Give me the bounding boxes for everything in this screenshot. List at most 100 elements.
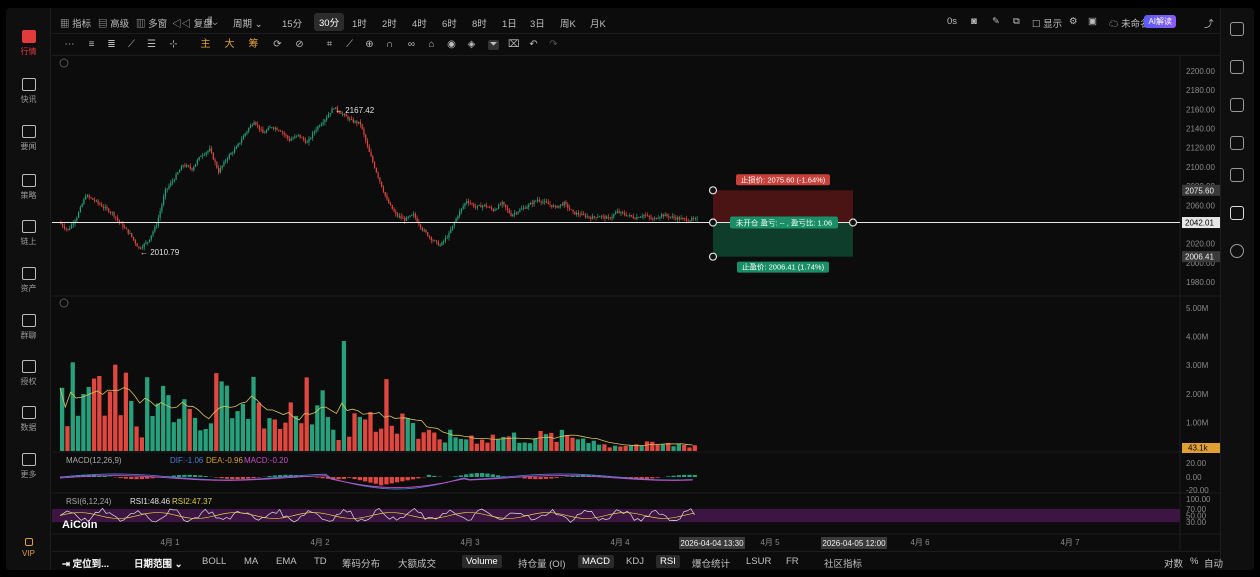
indicator-button[interactable]: ▦ 指标 xyxy=(60,19,92,30)
interval-0[interactable]: 15分 xyxy=(282,19,303,30)
eye-icon[interactable]: ◉ xyxy=(447,39,456,50)
layout-icon[interactable]: ▣ xyxy=(1088,16,1097,27)
bottom-right-1[interactable]: % xyxy=(1190,556,1199,567)
candle-style-icon[interactable]: ⫼⌄ xyxy=(208,16,218,27)
ai-button[interactable]: AI解读 xyxy=(1144,15,1176,28)
bottom-tab-9[interactable]: KDJ xyxy=(626,556,644,567)
nav-item-6[interactable]: 群聊 xyxy=(6,314,51,341)
rsi-band xyxy=(52,508,1180,523)
nav-item-8[interactable]: 数据 xyxy=(6,406,51,433)
interval-7[interactable]: 1日 xyxy=(502,19,517,30)
bottom-tab-1[interactable]: MA xyxy=(244,556,259,567)
interval-5[interactable]: 6时 xyxy=(442,19,457,30)
interval-4[interactable]: 4时 xyxy=(412,19,427,30)
nav-label: 数据 xyxy=(20,423,37,432)
macd-bar xyxy=(650,477,655,479)
bottom-tab-4[interactable]: 筹码分布 xyxy=(342,559,381,570)
nav-item-1[interactable]: 快讯 xyxy=(6,78,51,105)
replay-button[interactable]: ◁◁ 复盘 xyxy=(172,19,213,30)
nav-item-7[interactable]: 授权 xyxy=(6,360,51,387)
lock-icon[interactable]: ⌂ xyxy=(428,39,435,50)
bottom-tab-3[interactable]: TD xyxy=(314,556,327,567)
big-trade-toggle[interactable]: 大 xyxy=(224,39,235,50)
interval-6[interactable]: 8时 xyxy=(472,19,487,30)
layout-name-label: 未命名 xyxy=(1121,19,1150,30)
bottom-tab-14[interactable]: 社区指标 xyxy=(824,559,863,570)
settings-gear-icon[interactable]: ⚙ xyxy=(1069,16,1078,27)
undo-icon[interactable]: ↶ xyxy=(529,39,538,50)
locate-button[interactable]: ⇥ 定位到... xyxy=(62,559,110,570)
candle-body xyxy=(155,225,158,227)
target-icon[interactable] xyxy=(1230,244,1244,258)
bottom-tab-2[interactable]: EMA xyxy=(276,556,297,567)
candle-body xyxy=(365,134,367,141)
nav-item-9[interactable]: 更多 xyxy=(6,453,51,480)
monitor-icon xyxy=(21,406,36,419)
layers-icon[interactable]: ◈ xyxy=(467,39,476,50)
calendar-icon[interactable] xyxy=(1230,168,1244,182)
zoom-in-icon[interactable]: ⊕ xyxy=(365,39,374,50)
nav-item-5[interactable]: 资产 xyxy=(6,267,51,294)
trash-icon[interactable]: ⌧ xyxy=(508,39,520,50)
nav-item-10[interactable]: VIP xyxy=(6,538,51,558)
candle-body xyxy=(684,218,686,220)
nav-item-0[interactable]: 行情 xyxy=(6,30,51,57)
list-icon[interactable] xyxy=(1230,60,1244,74)
horizontal-line-tool-icon[interactable]: ⋯ xyxy=(64,39,75,50)
nav-item-2[interactable]: 要闻 xyxy=(6,125,51,152)
interval-1[interactable]: 30分 xyxy=(314,13,345,31)
bottom-tab-12[interactable]: LSUR xyxy=(746,556,772,567)
bottom-tab-13[interactable]: FR xyxy=(786,556,799,567)
bottom-right-2[interactable]: 自动 xyxy=(1204,559,1224,570)
trend-line-tool-icon[interactable]: ⟋ xyxy=(128,39,135,50)
no-draw-icon[interactable]: ⊘ xyxy=(295,39,304,50)
chips-toggle[interactable]: 筹 xyxy=(248,39,259,50)
camera-icon[interactable]: ◙ xyxy=(971,16,977,27)
bottom-tab-7[interactable]: 持仓量 (OI) xyxy=(518,559,566,570)
chain-icon[interactable]: ∞ xyxy=(407,39,416,50)
bottom-tab-11[interactable]: 爆仓统计 xyxy=(692,559,731,570)
interval-8[interactable]: 3日 xyxy=(530,19,545,30)
period-dropdown[interactable]: 周期 ⌄ xyxy=(233,19,263,30)
trade-icon[interactable] xyxy=(1230,98,1244,112)
order-book-icon[interactable] xyxy=(1230,22,1244,36)
interval-2[interactable]: 1时 xyxy=(352,19,367,30)
display-button[interactable]: ☐ 显示 xyxy=(1032,19,1063,30)
bottom-tab-0[interactable]: BOLL xyxy=(202,556,227,567)
main-indicator-toggle[interactable]: 主 xyxy=(200,39,211,50)
channel-tool-icon[interactable]: ≣ xyxy=(107,39,116,50)
note-icon[interactable] xyxy=(1230,136,1244,150)
bottom-tab-5[interactable]: 大额成交 xyxy=(398,559,437,570)
ruler-icon[interactable]: ⟋ xyxy=(346,39,353,50)
advanced-button[interactable]: ▤ 高级 xyxy=(98,19,130,30)
display-label: 显示 xyxy=(1043,19,1063,30)
bottom-tab-6[interactable]: Volume xyxy=(462,555,502,568)
volume-bar xyxy=(634,444,639,451)
multi-window-button[interactable]: ▥ 多窗 xyxy=(136,19,168,30)
crop-icon[interactable]: ⌗ xyxy=(326,39,333,50)
chart-area[interactable]: 2200.00 2180.00 2160.00 2140.00 2120.00 2100.… xyxy=(52,56,1220,551)
pencil-icon[interactable]: ✎ xyxy=(992,16,1000,27)
redo-icon[interactable]: ↷ xyxy=(549,39,558,50)
share-icon[interactable]: ⤴ xyxy=(1204,19,1214,30)
seconds-toggle[interactable]: 0s xyxy=(947,16,958,27)
volume-bar xyxy=(60,387,65,451)
robot-icon[interactable] xyxy=(1230,206,1244,220)
interval-10[interactable]: 月K xyxy=(590,19,606,30)
copy-icon[interactable]: ⧉ xyxy=(1013,16,1020,27)
nav-item-3[interactable]: 策略 xyxy=(6,174,51,201)
interval-3[interactable]: 2时 xyxy=(382,19,397,30)
date-range-button[interactable]: 日期范围 ⌄ xyxy=(134,559,183,570)
magnet-icon[interactable]: ∩ xyxy=(385,39,394,50)
fib-tool-icon[interactable]: ☰ xyxy=(147,39,156,50)
parallel-lines-tool-icon[interactable]: ≡ xyxy=(88,39,95,50)
rotate-icon[interactable]: ⟳ xyxy=(273,39,282,50)
nav-item-4[interactable]: 链上 xyxy=(6,220,51,247)
bottom-right-0[interactable]: 对数 xyxy=(1164,559,1184,570)
interval-9[interactable]: 周K xyxy=(560,19,576,30)
measure-tool-icon[interactable]: ⊹ xyxy=(169,39,178,50)
bottom-tab-10[interactable]: RSI xyxy=(656,555,680,568)
volume-bar xyxy=(336,440,341,451)
filter-icon[interactable]: ⏷ xyxy=(488,39,499,50)
bottom-tab-8[interactable]: MACD xyxy=(578,555,614,568)
